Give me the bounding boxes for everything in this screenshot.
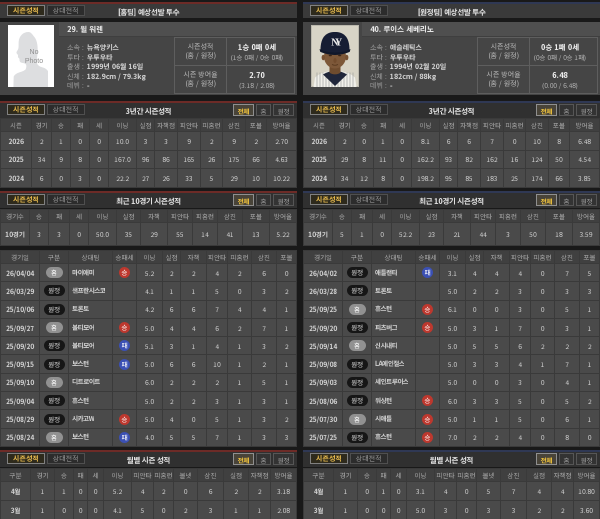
svg-text:Photo: Photo: [25, 58, 43, 65]
svg-text:No: No: [30, 49, 39, 56]
